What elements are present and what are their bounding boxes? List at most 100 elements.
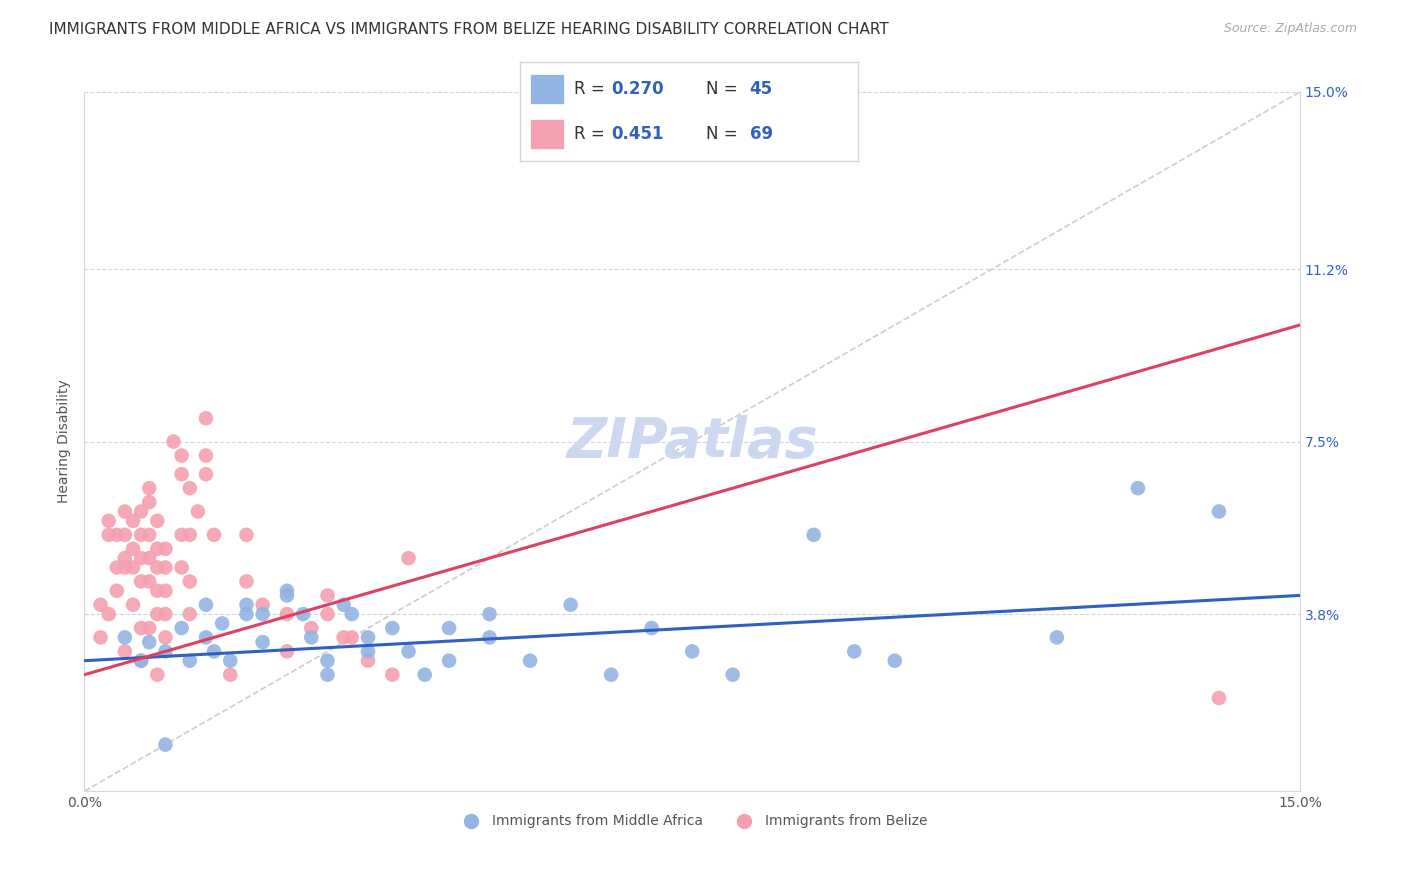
Text: IMMIGRANTS FROM MIDDLE AFRICA VS IMMIGRANTS FROM BELIZE HEARING DISABILITY CORRE: IMMIGRANTS FROM MIDDLE AFRICA VS IMMIGRA…	[49, 22, 889, 37]
Point	[844, 644, 866, 658]
Point	[105, 528, 128, 542]
Point	[146, 583, 169, 598]
Point	[129, 654, 152, 668]
Point	[235, 598, 257, 612]
Point	[340, 607, 363, 621]
Point	[194, 467, 217, 482]
Point	[122, 598, 145, 612]
FancyBboxPatch shape	[530, 74, 564, 103]
Point	[398, 551, 420, 566]
Point	[114, 551, 136, 566]
Point	[194, 598, 217, 612]
Point	[332, 598, 354, 612]
Point	[219, 667, 242, 681]
Point	[252, 607, 274, 621]
Point	[114, 504, 136, 518]
Text: R =: R =	[574, 80, 610, 98]
Point	[211, 616, 233, 631]
Point	[155, 607, 177, 621]
Point	[276, 607, 298, 621]
Text: 45: 45	[749, 80, 773, 98]
Point	[187, 504, 209, 518]
Point	[478, 607, 501, 621]
Point	[316, 667, 339, 681]
Point	[478, 631, 501, 645]
Point	[437, 621, 460, 635]
Point	[381, 667, 404, 681]
Point	[316, 607, 339, 621]
Point	[332, 631, 354, 645]
Point	[179, 607, 201, 621]
Point	[357, 631, 380, 645]
Point	[146, 667, 169, 681]
Point	[122, 541, 145, 556]
Point	[122, 560, 145, 574]
Point	[146, 514, 169, 528]
Point	[129, 551, 152, 566]
Point	[155, 631, 177, 645]
Point	[138, 528, 160, 542]
Point	[560, 598, 582, 612]
Point	[276, 589, 298, 603]
Text: Source: ZipAtlas.com: Source: ZipAtlas.com	[1223, 22, 1357, 36]
Point	[194, 411, 217, 425]
Point	[276, 583, 298, 598]
Point	[114, 644, 136, 658]
Text: ZIPatlas: ZIPatlas	[567, 415, 818, 468]
Point	[155, 560, 177, 574]
Point	[129, 504, 152, 518]
Point	[170, 621, 193, 635]
Point	[155, 583, 177, 598]
Point	[357, 644, 380, 658]
Point	[155, 644, 177, 658]
Text: R =: R =	[574, 125, 610, 143]
Point	[114, 560, 136, 574]
Point	[90, 631, 112, 645]
Point	[299, 621, 322, 635]
Point	[129, 621, 152, 635]
Point	[235, 574, 257, 589]
Point	[114, 528, 136, 542]
Point	[883, 654, 905, 668]
Point	[316, 589, 339, 603]
Point	[138, 635, 160, 649]
Point	[155, 541, 177, 556]
Point	[90, 598, 112, 612]
Point	[600, 667, 623, 681]
Point	[138, 495, 160, 509]
Point	[1126, 481, 1149, 495]
Point	[146, 541, 169, 556]
Point	[357, 654, 380, 668]
Point	[146, 560, 169, 574]
Point	[252, 598, 274, 612]
Text: 69: 69	[749, 125, 773, 143]
Point	[122, 514, 145, 528]
Point	[202, 528, 225, 542]
Point	[97, 528, 120, 542]
Point	[138, 621, 160, 635]
Point	[316, 654, 339, 668]
Legend: Immigrants from Middle Africa, Immigrants from Belize: Immigrants from Middle Africa, Immigrant…	[451, 808, 934, 833]
Point	[640, 621, 662, 635]
Point	[170, 528, 193, 542]
Point	[138, 574, 160, 589]
Point	[1208, 691, 1230, 706]
Point	[1208, 504, 1230, 518]
Point	[299, 631, 322, 645]
Point	[292, 607, 315, 621]
Y-axis label: Hearing Disability: Hearing Disability	[58, 380, 72, 503]
Point	[194, 631, 217, 645]
Point	[155, 738, 177, 752]
Point	[146, 607, 169, 621]
Text: N =: N =	[706, 125, 742, 143]
Point	[235, 607, 257, 621]
Point	[437, 654, 460, 668]
Point	[202, 644, 225, 658]
Text: N =: N =	[706, 80, 742, 98]
Text: 0.451: 0.451	[612, 125, 664, 143]
Point	[219, 654, 242, 668]
Point	[129, 528, 152, 542]
Point	[235, 528, 257, 542]
FancyBboxPatch shape	[530, 120, 564, 149]
Point	[179, 481, 201, 495]
